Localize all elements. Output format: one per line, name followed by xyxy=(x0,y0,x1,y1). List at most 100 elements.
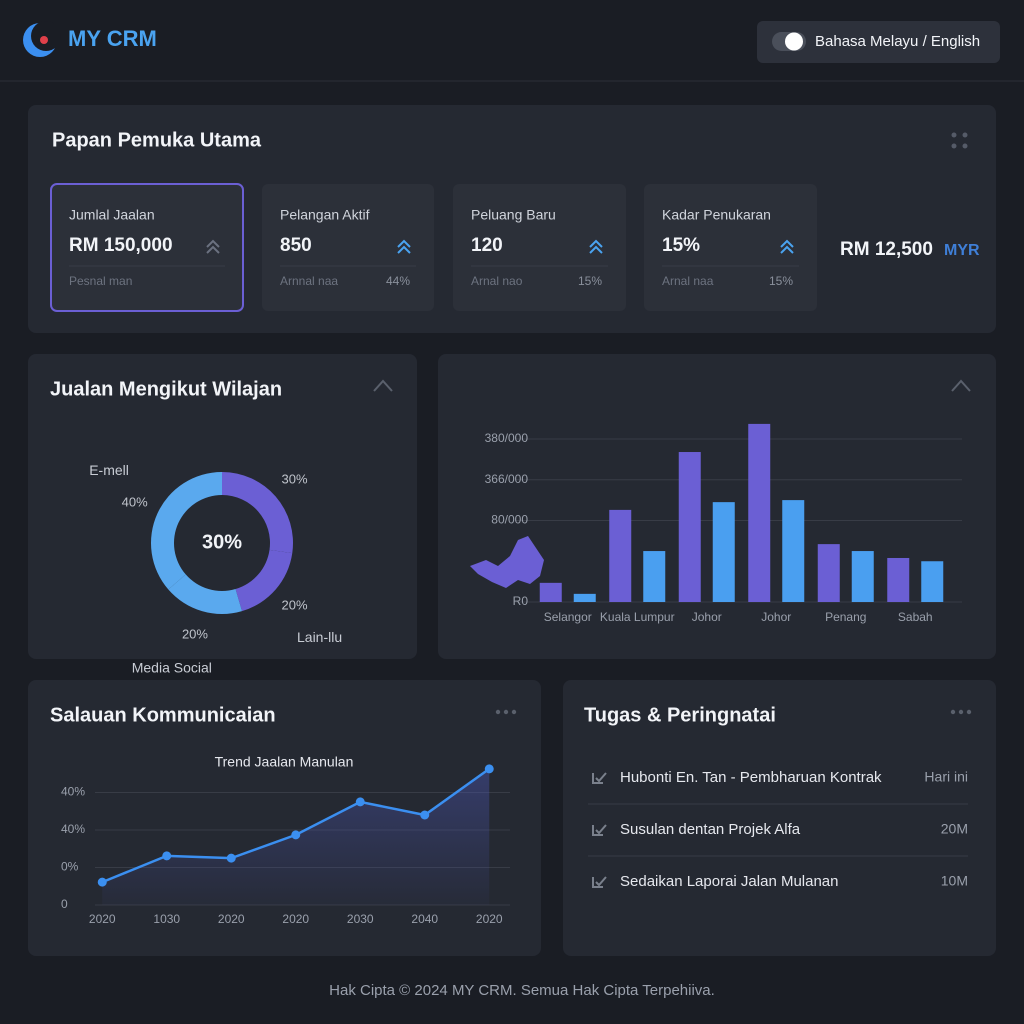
language-toggle[interactable]: Bahasa Melayu / English xyxy=(757,21,1000,63)
donut-slice xyxy=(222,472,293,554)
category-label: Media Social xyxy=(132,660,212,676)
panel-title: Salauan Kommunicaian xyxy=(50,704,276,726)
task-due: 20M xyxy=(941,821,968,837)
kpi-value: RM 150,000 xyxy=(69,235,173,256)
x-tick-label: 2030 xyxy=(347,912,374,926)
value-label: 40% xyxy=(122,495,148,510)
kpi-footnote: Arnnal naa xyxy=(280,274,338,288)
kpi-label: Pelangan Aktif xyxy=(280,207,370,223)
panel-title: Papan Pemuka Utama xyxy=(52,129,262,151)
bar xyxy=(782,500,805,602)
language-label: Bahasa Melayu / English xyxy=(815,33,980,50)
trend-icon xyxy=(780,239,794,254)
category-label: E-mell xyxy=(89,462,129,478)
kpi-footnote: Arnal nao xyxy=(471,274,523,288)
kpi-footnote: Pesnal man xyxy=(69,274,132,288)
kpi-card xyxy=(50,183,244,312)
donut-slice xyxy=(168,574,243,614)
panel-title: Tugas & Peringnatai xyxy=(584,704,776,726)
y-tick-label: R0 xyxy=(513,594,529,608)
point xyxy=(97,877,107,887)
task-text: Susulan dentan Projek Alfa xyxy=(620,821,801,838)
total-currency: MYR xyxy=(944,242,980,259)
kpi-label: Peluang Baru xyxy=(471,207,556,223)
x-tick-label: 2040 xyxy=(411,912,438,926)
x-tick-label: Kuala Lumpur xyxy=(600,610,675,624)
y-tick-label: 366/000 xyxy=(485,472,529,486)
x-tick-label: Johor xyxy=(761,610,791,624)
check-icon xyxy=(592,772,607,784)
bar xyxy=(609,509,632,602)
y-tick-label: 0 xyxy=(61,897,68,911)
trend-icon xyxy=(589,239,603,254)
x-tick-label: Penang xyxy=(825,610,866,624)
point xyxy=(420,810,430,820)
point xyxy=(291,830,301,840)
category-label: Lain-llu xyxy=(297,629,342,645)
panel-menu[interactable] xyxy=(951,132,968,149)
kpi-change: 15% xyxy=(769,274,793,288)
x-tick-label: 2020 xyxy=(282,912,309,926)
bar xyxy=(748,423,771,602)
bar xyxy=(851,551,874,602)
collapse-icon[interactable] xyxy=(373,379,393,392)
check-icon xyxy=(592,876,607,888)
y-tick-label: 40% xyxy=(61,822,85,836)
bar xyxy=(712,502,735,602)
task-due: 10M xyxy=(941,873,968,889)
y-tick-label: 80/000 xyxy=(491,513,528,527)
total-value: RM 12,500 xyxy=(840,239,933,260)
chart-subtitle: Trend Jaalan Manulan xyxy=(215,754,354,770)
x-tick-label: 1030 xyxy=(153,912,180,926)
y-tick-label: 0% xyxy=(61,860,79,874)
task-text: Hubonti En. Tan - Pembharuan Kontrak xyxy=(620,769,882,786)
panel-menu[interactable] xyxy=(950,709,972,715)
kpi-card xyxy=(453,184,626,311)
kpi-change: 44% xyxy=(386,274,410,288)
kpi-footnote: Arnal naa xyxy=(662,274,714,288)
donut-panel xyxy=(28,354,417,659)
donut-slice xyxy=(235,549,293,612)
donut-center: 30% xyxy=(202,531,242,553)
trend-icon xyxy=(397,239,411,254)
bar xyxy=(573,593,596,602)
trend-icon xyxy=(206,239,220,254)
value-label: 30% xyxy=(282,472,308,487)
kpi-label: Jumlal Jaalan xyxy=(69,207,155,223)
panel-menu[interactable] xyxy=(495,709,517,715)
x-tick-label: 2020 xyxy=(218,912,245,926)
kpi-value: 15% xyxy=(662,235,700,256)
collapse-icon[interactable] xyxy=(951,379,971,392)
logo-icon xyxy=(23,21,61,57)
x-tick-label: Johor xyxy=(692,610,722,624)
value-label: 20% xyxy=(182,627,208,642)
bar xyxy=(539,582,562,602)
logo: MY CRM xyxy=(68,26,157,51)
point xyxy=(226,853,236,863)
bar xyxy=(817,544,840,602)
donut-slice xyxy=(151,472,222,590)
task-text: Sedaikan Laporai Jalan Mulanan xyxy=(620,873,839,890)
point xyxy=(162,851,172,861)
kpi-value: 850 xyxy=(280,235,312,256)
y-tick-label: 40% xyxy=(61,785,85,799)
bar xyxy=(678,452,701,602)
value-label: 20% xyxy=(282,597,308,612)
x-tick-label: Sabah xyxy=(898,610,933,624)
bar xyxy=(887,557,910,602)
x-tick-label: 2020 xyxy=(89,912,116,926)
point xyxy=(355,797,365,807)
tasks-panel xyxy=(563,680,996,956)
task-due: Hari ini xyxy=(924,769,968,785)
footer: Hak Cipta © 2024 MY CRM. Semua Hak Cipta… xyxy=(329,982,715,999)
panel-title: Jualan Mengikut Wilajan xyxy=(50,378,282,400)
x-tick-label: Selangor xyxy=(544,610,592,624)
kpi-label: Kadar Penukaran xyxy=(662,207,771,223)
map-icon xyxy=(470,536,544,588)
x-tick-label: 2020 xyxy=(476,912,503,926)
kpi-card xyxy=(644,184,817,311)
point xyxy=(484,764,494,774)
check-icon xyxy=(592,824,607,836)
bar xyxy=(921,561,944,602)
